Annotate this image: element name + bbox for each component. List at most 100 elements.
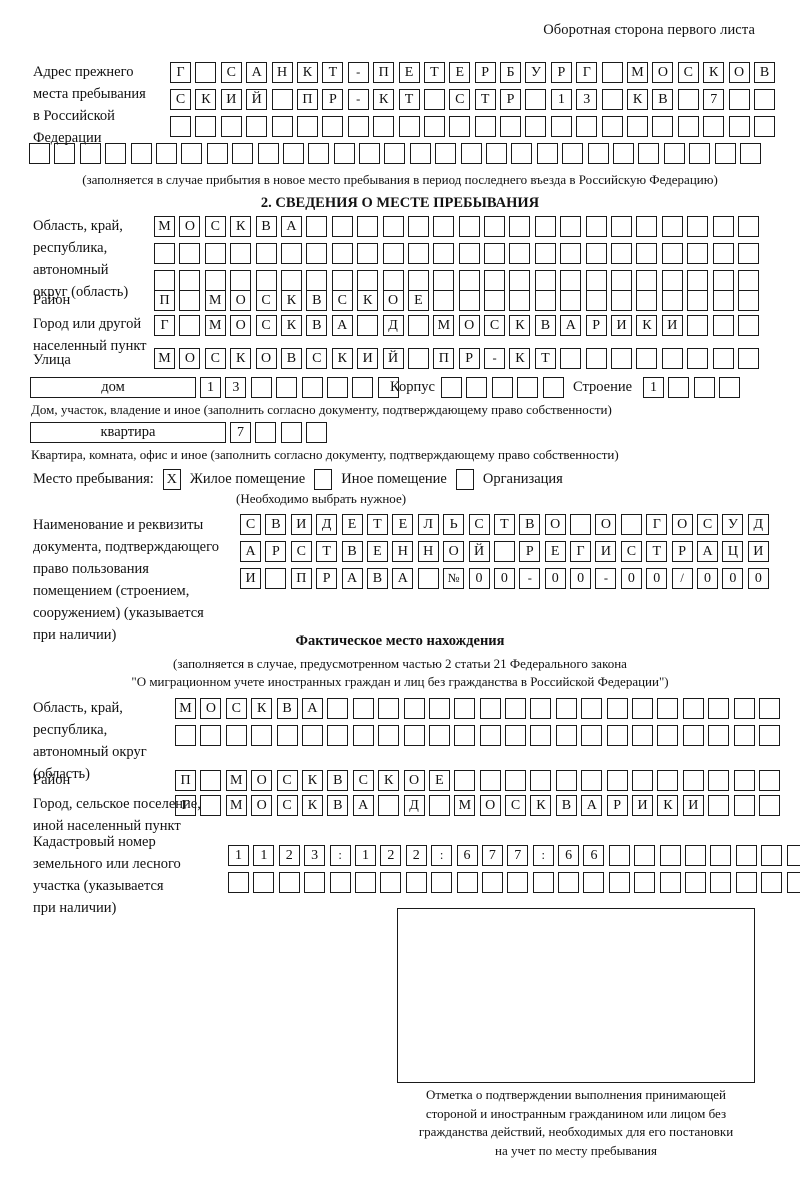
actual-region-cell-r2-6[interactable] xyxy=(301,725,323,746)
region-cell-r1-24[interactable] xyxy=(737,216,759,237)
cadastral-cell-r2-11[interactable] xyxy=(481,872,503,893)
street-cell-7[interactable]: С xyxy=(306,348,328,369)
actual-district-cell-5[interactable]: С xyxy=(276,770,298,791)
region-cell-r3-24[interactable] xyxy=(737,270,759,291)
document-cell-r3-19[interactable]: 0 xyxy=(697,568,719,589)
cadastral-cell-r2-15[interactable] xyxy=(583,872,605,893)
document-cell-r1-10[interactable]: С xyxy=(468,514,490,535)
cadastral-cell-r1-8[interactable]: 2 xyxy=(405,845,427,866)
region-cell-r3-11[interactable] xyxy=(407,270,429,291)
region-cell-r3-5[interactable] xyxy=(255,270,277,291)
actual-region-cell-r1-14[interactable] xyxy=(505,698,527,719)
region-cell-r2-5[interactable] xyxy=(255,243,277,264)
city-cell-18[interactable]: Р xyxy=(585,315,607,336)
actual-city-cell-8[interactable]: А xyxy=(352,795,374,816)
actual-city-cell-10[interactable]: Д xyxy=(403,795,425,816)
document-cell-r3-1[interactable]: И xyxy=(240,568,261,589)
region-cell-r2-3[interactable] xyxy=(204,243,226,264)
prev-address-cell-r1-24[interactable]: В xyxy=(753,62,775,83)
region-cell-r1-17[interactable] xyxy=(560,216,582,237)
actual-city-cell-22[interactable] xyxy=(708,795,730,816)
house-cell-1[interactable]: 1 xyxy=(200,377,221,398)
region-cell-r1-21[interactable] xyxy=(661,216,683,237)
prev-address-cell-r3-24[interactable] xyxy=(753,116,775,137)
city-cell-15[interactable]: К xyxy=(509,315,531,336)
actual-region-cell-r2-22[interactable] xyxy=(708,725,730,746)
cadastral-cell-r2-7[interactable] xyxy=(380,872,402,893)
actual-city-cell-20[interactable]: К xyxy=(657,795,679,816)
street-cell-10[interactable]: Й xyxy=(382,348,404,369)
document-cell-r1-14[interactable] xyxy=(570,514,592,535)
actual-district-cell-22[interactable] xyxy=(708,770,730,791)
korpus-cell-3[interactable] xyxy=(491,377,513,398)
actual-region-cell-r1-12[interactable] xyxy=(454,698,476,719)
prev-address-cell-r4-6[interactable] xyxy=(155,143,177,164)
house-cell-2[interactable]: 3 xyxy=(225,377,247,398)
district-cell-22[interactable] xyxy=(687,290,709,311)
prev-address-cell-r3-23[interactable] xyxy=(728,116,750,137)
actual-region-cell-r2-21[interactable] xyxy=(682,725,704,746)
prev-address-cell-r2-13[interactable]: Т xyxy=(474,89,496,110)
document-cell-r3-16[interactable]: 0 xyxy=(620,568,642,589)
prev-address-cell-r2-10[interactable]: Т xyxy=(398,89,420,110)
cadastral-cell-r1-15[interactable]: 6 xyxy=(583,845,605,866)
actual-region-row-2[interactable] xyxy=(175,725,780,746)
document-cell-r3-17[interactable]: 0 xyxy=(646,568,668,589)
actual-region-cell-r1-22[interactable] xyxy=(708,698,730,719)
document-cell-r2-2[interactable]: Р xyxy=(265,541,287,562)
document-cell-r2-10[interactable]: Й xyxy=(468,541,490,562)
document-cell-r3-14[interactable]: 0 xyxy=(570,568,592,589)
prev-address-cell-r2-11[interactable] xyxy=(423,89,445,110)
actual-region-cell-r2-9[interactable] xyxy=(378,725,400,746)
prev-address-cell-r4-24[interactable] xyxy=(612,143,634,164)
prev-address-cell-r2-20[interactable]: В xyxy=(652,89,674,110)
actual-city-cell-9[interactable] xyxy=(378,795,400,816)
cadastral-cell-r2-5[interactable] xyxy=(329,872,351,893)
region-cell-r3-23[interactable] xyxy=(712,270,734,291)
actual-region-cell-r1-24[interactable] xyxy=(758,698,780,719)
region-cell-r2-11[interactable] xyxy=(407,243,429,264)
district-cell-9[interactable]: К xyxy=(357,290,379,311)
actual-district-cell-3[interactable]: М xyxy=(225,770,247,791)
actual-city-cell-13[interactable]: О xyxy=(479,795,501,816)
city-cell-11[interactable] xyxy=(407,315,429,336)
prev-address-cell-r4-9[interactable] xyxy=(232,143,254,164)
region-cell-r3-20[interactable] xyxy=(636,270,658,291)
cadastral-cell-r1-16[interactable] xyxy=(608,845,630,866)
street-cell-15[interactable]: К xyxy=(509,348,531,369)
document-cell-r3-13[interactable]: 0 xyxy=(544,568,566,589)
region-cell-r1-19[interactable] xyxy=(611,216,633,237)
prev-address-cell-r3-13[interactable] xyxy=(474,116,496,137)
actual-region-cell-r2-3[interactable] xyxy=(225,725,247,746)
prev-address-cell-r2-4[interactable]: Й xyxy=(246,89,268,110)
street-cell-12[interactable]: П xyxy=(433,348,455,369)
document-cell-r3-9[interactable]: № xyxy=(443,568,465,589)
actual-region-cell-r2-20[interactable] xyxy=(657,725,679,746)
district-cell-21[interactable] xyxy=(661,290,683,311)
actual-district-cell-24[interactable] xyxy=(758,770,780,791)
region-cell-r3-14[interactable] xyxy=(484,270,506,291)
actual-district-cell-21[interactable] xyxy=(682,770,704,791)
cadastral-cell-r2-22[interactable] xyxy=(761,872,783,893)
actual-district-cell-10[interactable]: О xyxy=(403,770,425,791)
actual-district-cell-7[interactable]: В xyxy=(327,770,349,791)
cadastral-cell-r1-4[interactable]: 3 xyxy=(304,845,326,866)
prev-address-cell-r2-24[interactable] xyxy=(753,89,775,110)
prev-address-cell-r1-2[interactable] xyxy=(195,62,217,83)
korpus-cell-4[interactable] xyxy=(517,377,539,398)
cadastral-cell-r2-1[interactable] xyxy=(228,872,249,893)
document-cell-r2-14[interactable]: Г xyxy=(570,541,592,562)
actual-district-cell-18[interactable] xyxy=(606,770,628,791)
prev-address-cell-r4-29[interactable] xyxy=(739,143,761,164)
city-cell-12[interactable]: М xyxy=(433,315,455,336)
document-cell-r1-20[interactable]: У xyxy=(722,514,744,535)
region-cell-r3-4[interactable] xyxy=(230,270,252,291)
actual-region-cell-r1-11[interactable] xyxy=(428,698,450,719)
street-cell-24[interactable] xyxy=(737,348,759,369)
street-cell-18[interactable] xyxy=(585,348,607,369)
cadastral-cell-r2-17[interactable] xyxy=(634,872,656,893)
actual-region-cell-r1-10[interactable] xyxy=(403,698,425,719)
